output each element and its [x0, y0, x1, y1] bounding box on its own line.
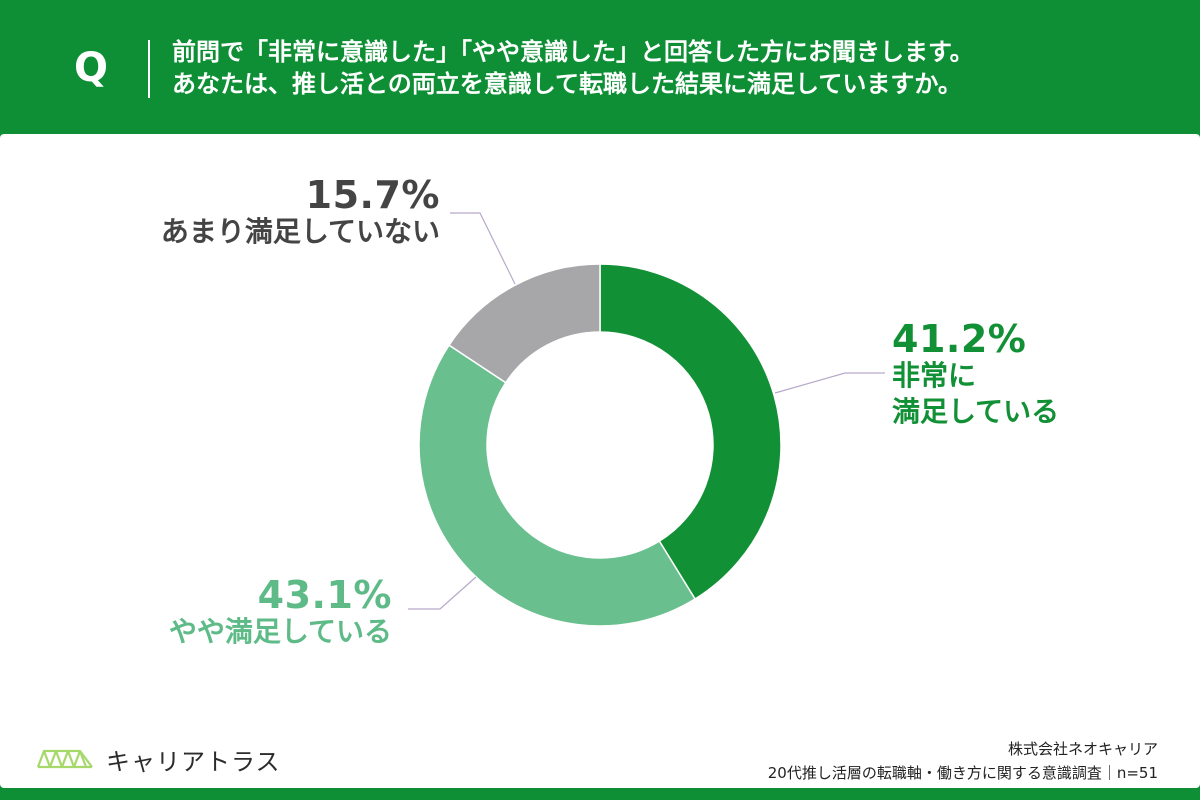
question-header: Q 前問で「非常に意識した」「やや意識した」と回答した方にお聞きします。 あなた… — [0, 0, 1200, 134]
truss-logo-icon — [36, 749, 93, 769]
leader-line-slice-2 — [450, 212, 516, 285]
leader-line-slice-0 — [774, 372, 885, 394]
question-line-1: 前問で「非常に意識した」「やや意識した」と回答した方にお聞きします。 — [172, 38, 974, 66]
chart-panel — [0, 134, 1200, 788]
leader-line-slice-1 — [408, 576, 477, 610]
slice-name-2: あまり満足していない — [160, 215, 440, 248]
slice-value-0: 41.2% — [892, 317, 1027, 361]
slice-label-0: 41.2% 非常に 満足している — [892, 320, 1059, 430]
donut-slice-2 — [447, 263, 601, 384]
logo-text: キャリアトラス — [106, 748, 281, 776]
header-divider — [148, 40, 150, 98]
slice-name-1: やや満足している — [168, 615, 392, 648]
bottom-bar — [0, 788, 1200, 800]
slice-label-2: 15.7% あまり満足していない — [161, 176, 440, 250]
slice-label-1: 43.1% やや満足している — [169, 576, 392, 650]
question-text: 前問で「非常に意識した」「やや意識した」と回答した方にお聞きします。 あなたは、… — [172, 36, 1182, 100]
slice-name-0-line-1: 非常に — [892, 359, 977, 392]
question-line-2: あなたは、推し活との両立を意識して転職した結果に満足していますか。 — [172, 70, 962, 98]
slice-value-2: 15.7% — [305, 173, 440, 217]
donut-slice-1 — [418, 344, 697, 627]
survey-caption: 20代推し活層の転職軸・働き方に関する意識調査｜n=51 — [767, 764, 1158, 782]
q-mark: Q — [73, 45, 108, 91]
donut-slice-0 — [599, 263, 782, 601]
slice-name-0-line-2: 満足している — [892, 395, 1060, 428]
slice-value-1: 43.1% — [257, 573, 392, 617]
company-name: 株式会社ネオキャリア — [1007, 740, 1158, 758]
